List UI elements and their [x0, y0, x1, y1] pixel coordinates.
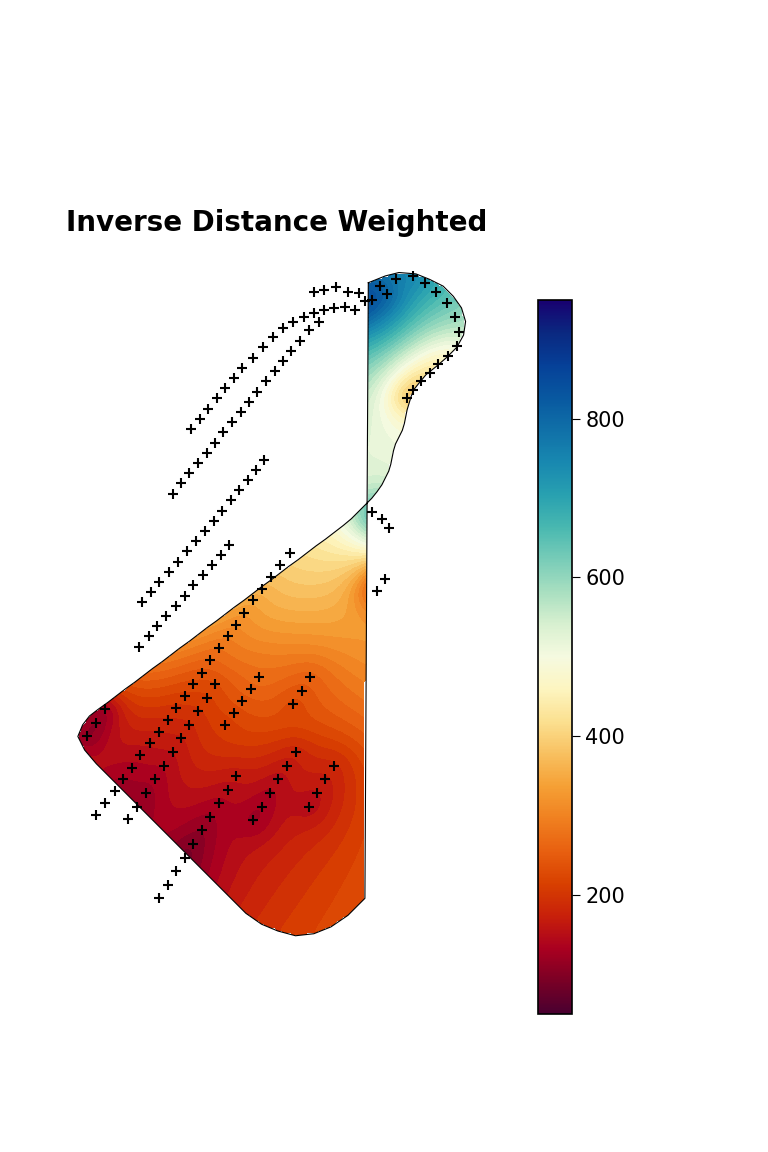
Point — [0, 930, 11, 948]
Point — [0, 930, 11, 948]
Point — [0, 930, 11, 948]
Point — [0, 930, 11, 948]
Point — [0, 930, 11, 948]
Point — [0, 930, 11, 948]
Point — [0, 930, 11, 948]
Point — [0, 930, 11, 948]
Point — [0, 930, 11, 948]
Title: Inverse Distance Weighted: Inverse Distance Weighted — [66, 210, 487, 237]
Point — [0, 930, 11, 948]
Point — [0, 930, 11, 948]
Point — [0, 930, 11, 948]
Point — [0, 930, 11, 948]
Point — [0, 930, 11, 948]
Point — [0, 930, 11, 948]
Point — [0, 930, 11, 948]
Point — [0, 930, 11, 948]
Point — [0, 930, 11, 948]
Point — [0, 930, 11, 948]
Point — [0, 930, 11, 948]
Point — [0, 930, 11, 948]
Point — [0, 930, 11, 948]
Point — [0, 930, 11, 948]
Point — [0, 930, 11, 948]
Point — [0, 930, 11, 948]
Point — [0, 930, 11, 948]
Point — [0, 930, 11, 948]
Point — [0, 930, 11, 948]
Point — [0, 930, 11, 948]
Point — [0, 930, 11, 948]
Point — [0, 930, 11, 948]
Point — [0, 930, 11, 948]
Point — [0, 930, 11, 948]
Point — [0, 930, 11, 948]
Point — [0, 930, 11, 948]
Point — [0, 930, 11, 948]
Point — [0, 930, 11, 948]
Point — [0, 930, 11, 948]
Point — [0, 930, 11, 948]
Point — [0, 930, 11, 948]
Point — [0, 930, 11, 948]
Point — [0, 930, 11, 948]
Point — [0, 930, 11, 948]
Point — [0, 930, 11, 948]
Point — [0, 930, 11, 948]
Point — [0, 930, 11, 948]
Point — [0, 930, 11, 948]
Point — [0, 930, 11, 948]
Point — [0, 930, 11, 948]
Point — [0, 930, 11, 948]
Point — [0, 930, 11, 948]
Point — [0, 930, 11, 948]
Point — [0, 930, 11, 948]
Point — [0, 930, 11, 948]
Point — [0, 930, 11, 948]
Point — [0, 930, 11, 948]
Point — [0, 930, 11, 948]
Point — [0, 930, 11, 948]
Point — [0, 930, 11, 948]
Point — [0, 930, 11, 948]
Point — [0, 930, 11, 948]
